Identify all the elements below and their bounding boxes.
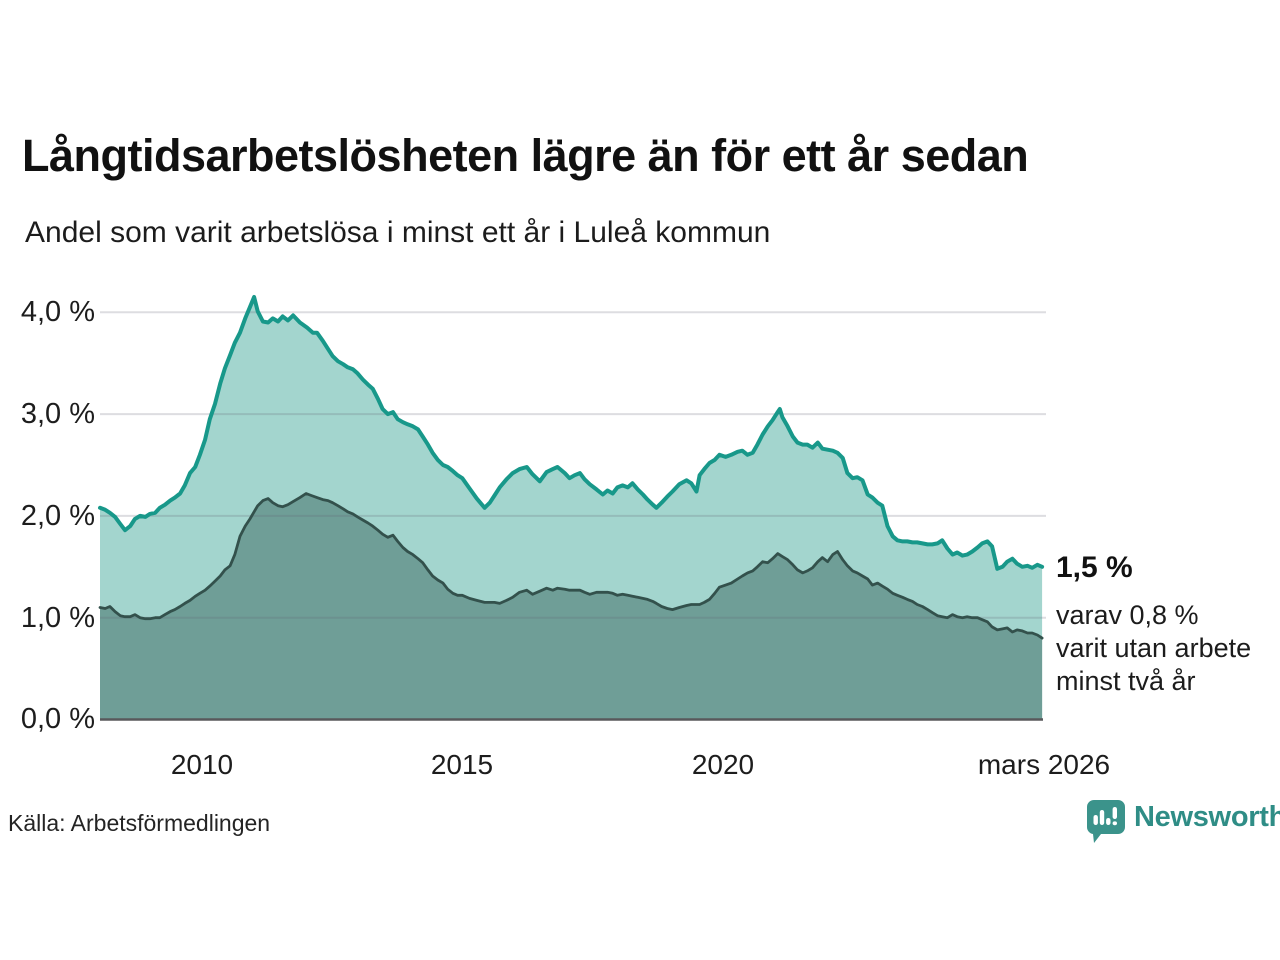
- annotation-line-3: minst två år: [1056, 666, 1196, 696]
- page-title: Långtidsarbetslösheten lägre än för ett …: [22, 130, 1029, 181]
- newsworthy-bubble-icon: [1086, 800, 1125, 843]
- source-note: Källa: Arbetsförmedlingen: [8, 810, 271, 836]
- bar-3: [1106, 818, 1111, 825]
- y-tick-0: 0,0 %: [20, 703, 95, 735]
- exclamation-dot: [1112, 821, 1117, 826]
- latest-value-label: 1,5 %: [1056, 551, 1133, 584]
- annotation-line-2: varit utan arbete: [1056, 633, 1252, 663]
- y-tick-4: 4,0 %: [20, 296, 95, 328]
- x-tick-2015: 2015: [430, 749, 494, 780]
- x-tick-2010: 2010: [170, 749, 234, 780]
- line-minst-ett-ar: [98, 295, 1045, 571]
- y-tick-2: 2,0 %: [20, 500, 95, 532]
- x-tick-2020: 2020: [691, 749, 755, 780]
- chart-subtitle: Andel som varit arbetslösa i minst ett å…: [25, 216, 771, 249]
- annotation-line-1: varav 0,8 %: [1056, 600, 1199, 630]
- bar-1: [1093, 815, 1098, 825]
- y-tick-1: 1,0 %: [20, 602, 95, 634]
- annotation-note: varav 0,8 % varit utan arbete minst två …: [1056, 599, 1251, 698]
- exclamation-bar: [1112, 807, 1117, 819]
- area-minst-tva-ar: [100, 493, 1043, 720]
- newsworthy-logo[interactable]: Newsworthy: [1086, 799, 1280, 847]
- bar-2: [1099, 810, 1105, 825]
- x-tick-mars-2026: mars 2026: [977, 749, 1111, 780]
- line-minst-tva-ar: [98, 492, 1044, 640]
- y-tick-3: 3,0 %: [20, 398, 95, 430]
- brand-wordmark: Newsworthy: [1134, 801, 1280, 833]
- bubble-shape: [1086, 800, 1125, 843]
